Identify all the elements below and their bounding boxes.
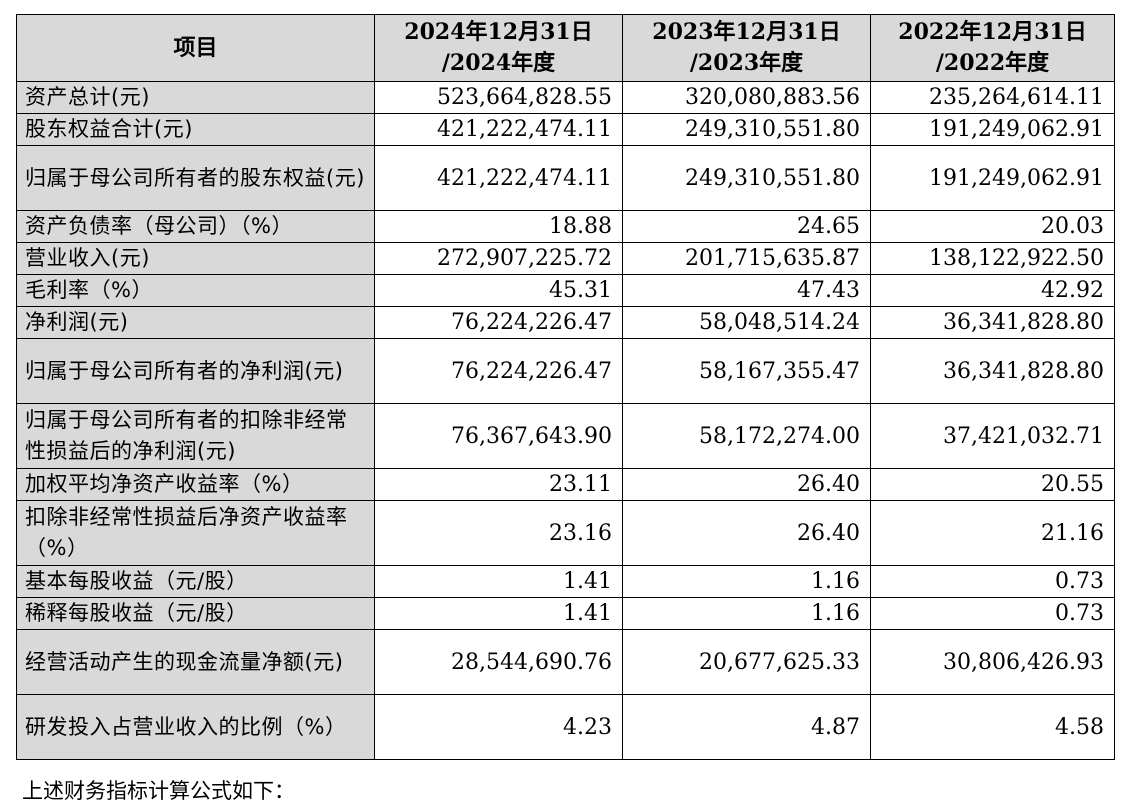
value-2023: 26.40 [622,468,871,501]
header-2024-year: /2024年度 [441,50,556,76]
header-2024: 2024年12月31日 /2024年度 [374,14,623,82]
value-2022: 36,341,828.80 [870,306,1115,339]
value-2022: 20.55 [870,468,1115,501]
value-2022: 20.03 [870,210,1115,243]
row-label: 研发投入占营业收入的比例（%） [16,694,375,760]
value-2024: 28,544,690.76 [374,629,623,695]
table-row: 股东权益合计(元) 421,222,474.11 249,310,551.80 … [16,113,1115,146]
value-2022: 138,122,922.50 [870,242,1115,275]
value-2024: 421,222,474.11 [374,145,623,211]
value-2022: 42.92 [870,274,1115,307]
value-2024: 1.41 [374,597,623,630]
value-2022: 21.16 [870,500,1115,566]
table-row: 稀释每股收益（元/股） 1.41 1.16 0.73 [16,597,1115,630]
row-label: 资产总计(元) [16,81,375,114]
value-2023: 58,167,355.47 [622,338,871,404]
row-label: 基本每股收益（元/股） [16,565,375,598]
header-2024-date: 2024年12月31日 [404,19,593,45]
header-item: 项目 [16,14,375,82]
value-2022: 30,806,426.93 [870,629,1115,695]
row-label: 净利润(元) [16,306,375,339]
value-2022: 37,421,032.71 [870,403,1115,469]
table-row: 归属于母公司所有者的净利润(元) 76,224,226.47 58,167,35… [16,338,1115,404]
header-2022-year: /2022年度 [935,50,1050,76]
row-label: 资产负债率（母公司）（%） [16,210,375,243]
value-2024: 23.16 [374,500,623,566]
value-2024: 76,224,226.47 [374,338,623,404]
value-2023: 1.16 [622,597,871,630]
value-2023: 47.43 [622,274,871,307]
table-row: 资产负债率（母公司）（%） 18.88 24.65 20.03 [16,210,1115,243]
value-2024: 76,224,226.47 [374,306,623,339]
row-label: 归属于母公司所有者的股东权益(元) [16,145,375,211]
row-label: 归属于母公司所有者的扣除非经常性损益后的净利润(元) [16,403,375,469]
row-label: 毛利率（%） [16,274,375,307]
value-2024: 45.31 [374,274,623,307]
header-2023-date: 2023年12月31日 [652,19,841,45]
table-row: 经营活动产生的现金流量净额(元) 28,544,690.76 20,677,62… [16,629,1115,695]
table-row: 营业收入(元) 272,907,225.72 201,715,635.87 13… [16,242,1115,275]
table-row: 研发投入占营业收入的比例（%） 4.23 4.87 4.58 [16,694,1115,760]
value-2024: 523,664,828.55 [374,81,623,114]
value-2024: 421,222,474.11 [374,113,623,146]
value-2022: 0.73 [870,565,1115,598]
value-2023: 26.40 [622,500,871,566]
value-2023: 4.87 [622,694,871,760]
value-2022: 4.58 [870,694,1115,760]
value-2022: 191,249,062.91 [870,113,1115,146]
row-label: 稀释每股收益（元/股） [16,597,375,630]
value-2023: 58,172,274.00 [622,403,871,469]
row-label: 扣除非经常性损益后净资产收益率（%） [16,500,375,566]
row-label: 加权平均净资产收益率（%） [16,468,375,501]
value-2023: 20,677,625.33 [622,629,871,695]
row-label: 归属于母公司所有者的净利润(元) [16,338,375,404]
table-row: 扣除非经常性损益后净资产收益率（%） 23.16 26.40 21.16 [16,500,1115,566]
value-2024: 272,907,225.72 [374,242,623,275]
table-row: 净利润(元) 76,224,226.47 58,048,514.24 36,34… [16,306,1115,339]
value-2022: 36,341,828.80 [870,338,1115,404]
value-2024: 18.88 [374,210,623,243]
value-2023: 249,310,551.80 [622,113,871,146]
header-item-label: 项目 [173,34,218,61]
value-2023: 58,048,514.24 [622,306,871,339]
value-2023: 1.16 [622,565,871,598]
row-label: 营业收入(元) [16,242,375,275]
value-2024: 23.11 [374,468,623,501]
value-2024: 4.23 [374,694,623,760]
value-2022: 191,249,062.91 [870,145,1115,211]
table-row: 基本每股收益（元/股） 1.41 1.16 0.73 [16,565,1115,598]
table-header-row: 项目 2024年12月31日 /2024年度 2023年12月31日 /2023… [16,14,1115,82]
value-2023: 320,080,883.56 [622,81,871,114]
header-2023-year: /2023年度 [689,50,804,76]
value-2023: 249,310,551.80 [622,145,871,211]
row-label: 经营活动产生的现金流量净额(元) [16,629,375,695]
table-row: 毛利率（%） 45.31 47.43 42.92 [16,274,1115,307]
table-row: 资产总计(元) 523,664,828.55 320,080,883.56 23… [16,81,1115,114]
value-2024: 76,367,643.90 [374,403,623,469]
value-2023: 24.65 [622,210,871,243]
table-row: 加权平均净资产收益率（%） 23.11 26.40 20.55 [16,468,1115,501]
table-row: 归属于母公司所有者的股东权益(元) 421,222,474.11 249,310… [16,145,1115,211]
table-row: 归属于母公司所有者的扣除非经常性损益后的净利润(元) 76,367,643.90… [16,403,1115,469]
value-2022: 235,264,614.11 [870,81,1115,114]
header-2022-date: 2022年12月31日 [898,19,1087,45]
row-label: 股东权益合计(元) [16,113,375,146]
value-2022: 0.73 [870,597,1115,630]
header-2022: 2022年12月31日 /2022年度 [870,14,1115,82]
value-2023: 201,715,635.87 [622,242,871,275]
financial-indicators-table-container: 项目 2024年12月31日 /2024年度 2023年12月31日 /2023… [16,14,1115,760]
value-2024: 1.41 [374,565,623,598]
financial-indicators-table: 项目 2024年12月31日 /2024年度 2023年12月31日 /2023… [16,14,1115,760]
header-2023: 2023年12月31日 /2023年度 [622,14,871,82]
footnote-text: 上述财务指标计算公式如下： [22,779,295,803]
